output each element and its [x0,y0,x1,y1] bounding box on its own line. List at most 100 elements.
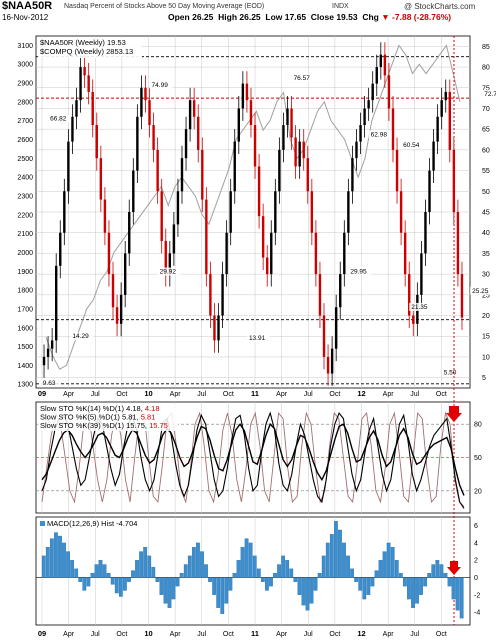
chart-header: $NAA50R Nasdaq Percent of Stocks Above 5… [0,0,496,24]
candle-body [379,54,383,68]
macd-panel-frame [35,516,471,626]
value-annotation-bg [409,302,433,311]
macd-hist-bar [447,577,452,587]
price-x-tick-label: 11 [251,389,259,398]
candle-body [128,212,131,254]
candle-body [334,307,338,349]
candle-body [448,91,451,150]
stoch-k39-line [41,422,465,496]
value-annotation-bg [40,378,61,387]
value-annotation: 72.78 [484,91,496,98]
price-left-tick-label: 1900 [17,269,33,276]
candle-body [103,199,107,233]
macd-tick-label: 0 [474,575,478,582]
candle-body [192,100,196,117]
macd-tick-label: -2 [474,592,480,599]
macd-hist-bar [163,577,168,604]
macd-hist-bar [114,577,119,594]
candle-body [42,356,46,366]
price-right-tick-label: 15 [482,334,490,341]
macd-hist-bar [41,555,46,578]
macd-hist-bar [293,577,298,582]
macd-hist-bar [236,560,241,578]
price-x-tick-label: Jul [304,391,313,398]
bottom-x-tick-label: Jul [410,631,419,638]
bottom-x-tick-label: 11 [251,629,259,638]
candle-body [63,191,66,233]
macd-tick-label: 2 [474,558,478,565]
price-x-tick-label: Oct [116,391,127,398]
compq-overlay-line [45,44,461,370]
macd-hist-bar [244,538,249,578]
candle-body [245,83,249,101]
candle-body [176,191,180,225]
chart-title: Nasdaq Percent of Stocks Above 50 Day Mo… [64,3,265,10]
candle-body [172,224,176,254]
macd-hist-bar [451,577,456,600]
value-annotation-bg [149,80,173,89]
candle-body [180,158,184,192]
macd-hist-bar [402,577,407,587]
macd-hist-bar [159,577,164,595]
price-left-tick-label: 2800 [17,99,33,106]
macd-hist-bar [151,566,156,578]
macd-hist-bar [94,564,99,578]
macd-hist-bar [45,547,50,578]
candle-body [83,67,86,76]
macd-hist-bar [329,534,334,578]
candle-body [460,274,464,318]
high-value: 26.25 [239,12,261,22]
macd-hist-bar [374,570,379,578]
bottom-x-tick-label: Oct [223,631,234,638]
macd-hist-bar [167,577,172,608]
price-left-tick-label: 3100 [17,43,33,50]
candle-body [201,149,204,200]
macd-hist-bar [256,568,261,578]
candle-body [140,87,143,117]
bottom-x-tick-label: 12 [357,629,365,638]
alert-arrow-icon [446,406,462,422]
candle-body [164,240,167,275]
candle-body [351,158,354,192]
macd-hist-bar [309,577,314,604]
candle-body [79,67,82,101]
candle-body [123,253,127,295]
price-right-tick-label: 70 [482,106,490,113]
macd-hist-bar [187,555,192,578]
price-x-tick-label: Jul [91,391,100,398]
bottom-x-tick-label: 09 [38,629,46,638]
ohlc-readout: Open 26.25 High 26.25 Low 17.65 Close 19… [168,13,451,22]
macd-hist-bar [301,577,306,606]
candle-body [298,141,301,167]
candle-body [343,232,346,275]
bottom-x-tick-label: Apr [383,631,395,638]
macd-hist-bar [342,542,346,578]
price-x-tick-label: 12 [357,389,365,398]
macd-hist-bar [179,573,184,578]
price-x-tick-label: Oct [329,391,340,398]
macd-hist-bar [66,551,70,578]
alert-arrow-icon [447,561,461,575]
macd-hist-bar [175,577,180,587]
macd-hist-bar [382,551,387,578]
macd-hist-bar [443,573,448,578]
price-left-tick-label: 2500 [17,156,33,163]
candle-body [286,108,289,126]
chg-label: Chg [362,12,379,22]
candle-body [156,149,159,192]
price-left-tick-label: 2700 [17,118,33,125]
bottom-x-tick-label: Jul [91,631,100,638]
value-annotation: 14.29 [72,333,89,340]
open-label: Open [168,12,190,22]
candle-body [428,170,431,212]
stoch-k14-line [41,411,465,509]
candle-body [387,75,391,109]
stoch-legend-bg [38,404,178,431]
value-annotation-bg [441,368,461,377]
candle-body [221,274,224,316]
macd-hist-bar [325,542,330,578]
value-annotation-bg [157,267,181,276]
legend-compq: $COMPQ (Weekly) 2853.13 [40,47,133,56]
macd-hist-bar [155,577,160,582]
open-value: 26.25 [192,12,214,22]
